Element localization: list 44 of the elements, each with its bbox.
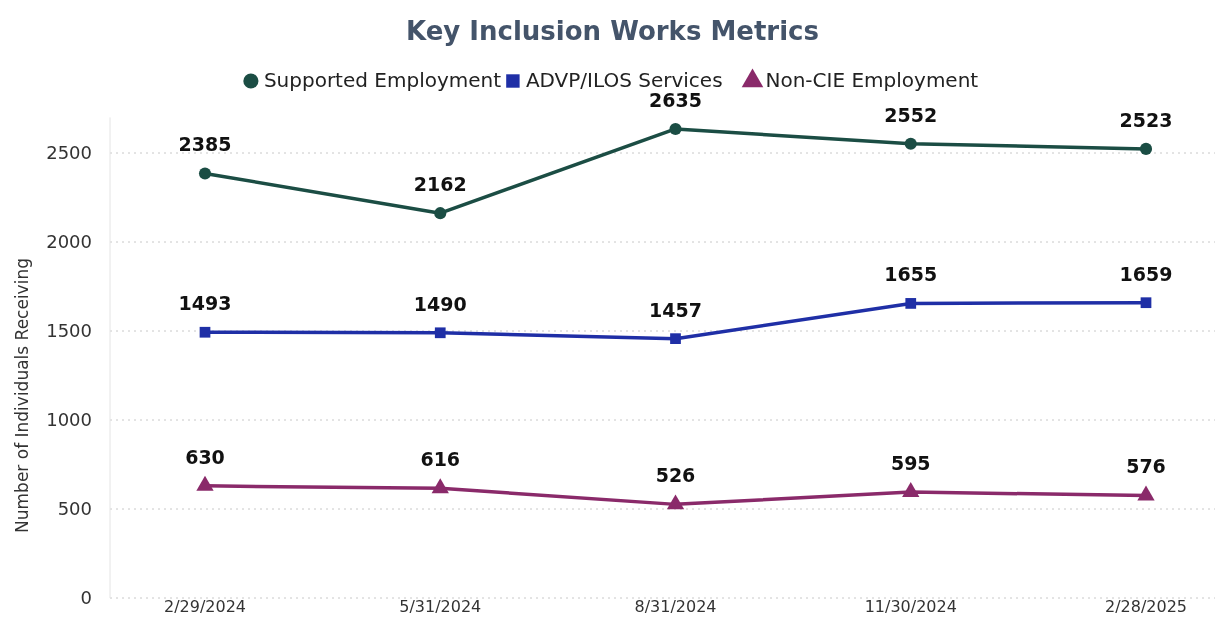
point — [669, 122, 682, 136]
point — [434, 207, 447, 220]
y-tick-label: 2500 — [46, 142, 92, 164]
data-label: 1659 — [1119, 262, 1173, 285]
data-label: 2162 — [413, 173, 467, 196]
data-label: 526 — [655, 464, 696, 487]
point — [1140, 297, 1152, 309]
point — [1139, 142, 1153, 155]
point — [434, 327, 446, 339]
data-label: 2523 — [1119, 108, 1173, 131]
data-label: 576 — [1126, 455, 1166, 478]
y-tick-label: 0 — [80, 587, 92, 609]
point — [670, 333, 681, 345]
y-tick-label: 1500 — [46, 320, 92, 342]
data-label: 595 — [890, 452, 931, 475]
chart-title: Key Inclusion Works Metrics — [406, 16, 819, 46]
point — [431, 478, 449, 494]
data-label: 1490 — [413, 292, 467, 315]
point — [904, 137, 917, 150]
point — [198, 167, 212, 180]
y-tick-label: 500 — [57, 498, 92, 520]
data-label: 1493 — [178, 292, 232, 315]
x-tick-label: 2/29/2024 — [163, 597, 247, 616]
x-tick-label: 5/31/2024 — [399, 597, 482, 616]
x-tick-label: 8/31/2024 — [634, 597, 717, 616]
point — [666, 494, 685, 510]
point — [1137, 485, 1155, 501]
y-axis-title: Number of Individuals Receiving — [12, 258, 32, 533]
x-tick-label: 11/30/2024 — [864, 597, 957, 616]
y-tick-label: 2000 — [46, 231, 92, 253]
legend-label: Supported Employment — [263, 68, 502, 92]
point — [196, 475, 214, 491]
point — [199, 326, 211, 338]
data-label: 630 — [185, 445, 225, 468]
legend-label: Non-CIE Employment — [765, 68, 979, 92]
data-label: 1655 — [884, 263, 938, 286]
y-tick-label: 1000 — [46, 409, 92, 431]
data-label: 2385 — [178, 133, 232, 156]
data-label: 616 — [420, 448, 461, 471]
data-label: 2552 — [884, 103, 938, 126]
point — [902, 482, 920, 498]
x-tick-label: 2/28/2025 — [1104, 597, 1188, 616]
data-label: 1457 — [649, 298, 702, 321]
point — [905, 298, 917, 309]
